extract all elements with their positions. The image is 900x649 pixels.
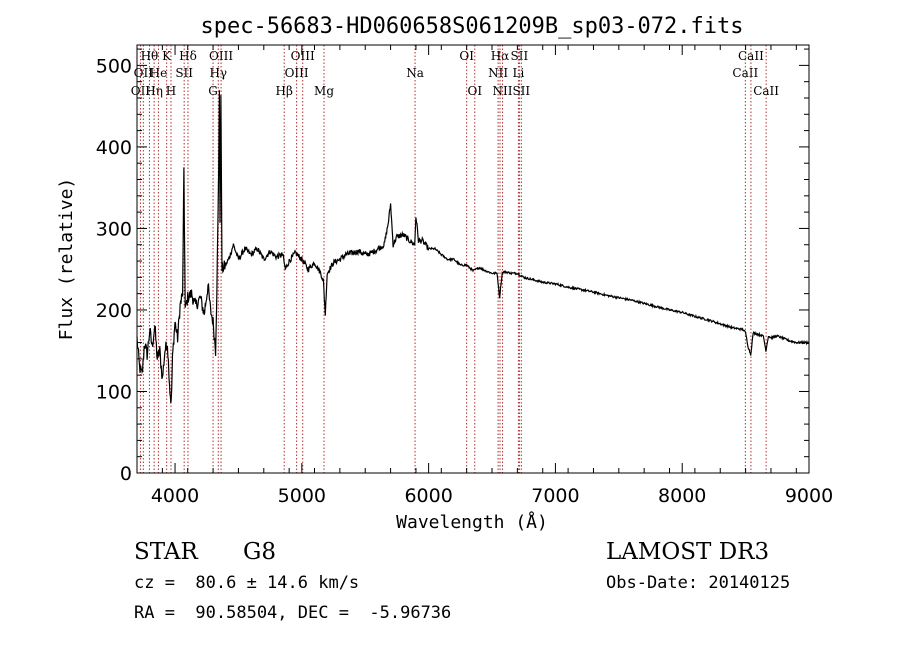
- x-tick-label-0: 4000: [151, 485, 199, 507]
- line-label-24: SII: [512, 84, 530, 98]
- line-label-8: Hδ: [179, 49, 197, 63]
- line-label-5: K: [162, 49, 172, 63]
- y-tick-label-4: 400: [96, 137, 132, 159]
- redshift-label: cz = 80.6 ± 14.6 km/s: [134, 573, 360, 593]
- line-label-6: H: [166, 84, 176, 98]
- coordinates-label: RA = 90.58504, DEC = -5.96736: [134, 603, 452, 623]
- line-label-22: Li: [512, 66, 524, 80]
- line-label-11: OIII: [209, 49, 233, 63]
- x-axis-label: Wavelength (Å): [396, 511, 548, 533]
- line-label-15: Mg: [314, 84, 334, 98]
- line-label-9: G: [208, 84, 218, 98]
- line-label-26: CaII: [738, 49, 764, 63]
- chart-title: spec-56683-HD060658S061209B_sp03-072.fit…: [200, 14, 743, 39]
- x-tick-label-5: 9000: [785, 485, 833, 507]
- plot-frame: [136, 44, 810, 474]
- obs-date-label: Obs-Date: 20140125: [606, 573, 791, 593]
- object-class-label: STAR: [134, 539, 198, 565]
- line-label-18: OI: [467, 84, 482, 98]
- line-label-1: OII: [134, 66, 154, 80]
- line-label-25: CaII: [732, 66, 758, 80]
- line-label-20: Hα: [491, 49, 510, 63]
- line-label-21: NII: [493, 84, 513, 98]
- line-label-2: Hθ: [141, 49, 159, 63]
- line-label-7: SII: [175, 66, 193, 80]
- x-tick-label-2: 6000: [404, 485, 452, 507]
- y-tick-label-0: 0: [120, 463, 132, 485]
- subclass-label: G8: [243, 539, 277, 565]
- line-label-0: OII: [131, 84, 151, 98]
- survey-label: LAMOST DR3: [606, 539, 770, 565]
- line-label-17: OI: [459, 49, 474, 63]
- line-label-16: Na: [406, 66, 424, 80]
- line-label-4: He: [150, 66, 168, 80]
- y-tick-label-5: 500: [96, 55, 132, 77]
- line-label-12: Hβ: [276, 84, 293, 98]
- x-tick-label-1: 5000: [278, 485, 326, 507]
- spectral-line-markers: OII OII Hθ Hη He K H SII Hδ G Hγ OIII Hβ OIII OIII Mg Na…: [131, 45, 779, 473]
- y-tick-label-2: 200: [96, 300, 132, 322]
- line-label-10: Hγ: [209, 66, 227, 80]
- y-axis-label: Flux (relative): [56, 178, 77, 341]
- y-tick-label-3: 300: [96, 218, 132, 240]
- y-tick-label-1: 100: [96, 381, 132, 403]
- spectrum-series-line: [136, 90, 810, 404]
- line-label-13: OIII: [285, 66, 309, 80]
- line-label-27: CaII: [753, 84, 779, 98]
- x-tick-label-4: 8000: [658, 485, 706, 507]
- line-label-14: OIII: [291, 49, 315, 63]
- line-label-23: SII: [511, 49, 529, 63]
- axis-ticks: 4000 5000 6000 7000 8000 9000 0 100 200 300 400 500: [96, 45, 833, 507]
- line-label-3: Hη: [145, 84, 163, 98]
- line-label-19: NII: [488, 66, 508, 80]
- x-tick-label-3: 7000: [531, 485, 579, 507]
